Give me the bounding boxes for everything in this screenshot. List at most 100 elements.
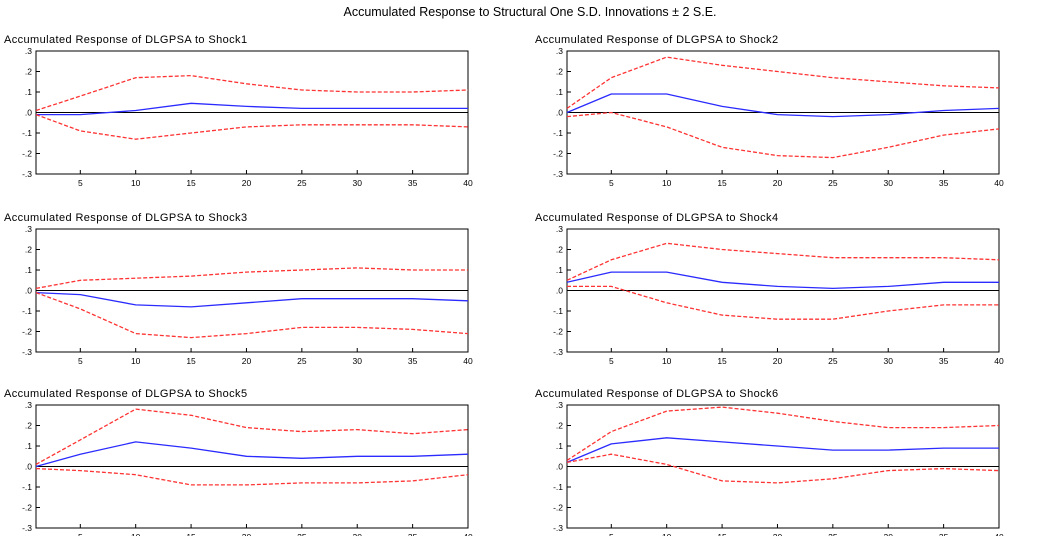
- panel-2-ytick-label: .3: [556, 46, 563, 56]
- panel-3-xtick-label: 15: [186, 356, 196, 366]
- panel-4-ytick-label: -.3: [553, 347, 563, 357]
- panel-5-upper-line: [35, 408, 469, 465]
- panel-2-ytick-label: -.2: [553, 149, 563, 159]
- panel-6-xtick-label: 20: [773, 532, 783, 536]
- panel-1-xtick-label: 25: [297, 178, 307, 188]
- panels-container: Accumulated Response of DLGPSA to Shock1…: [4, 34, 1004, 536]
- panel-5-lower-line: [35, 467, 469, 486]
- panel-4-xtick-label: 5: [609, 356, 614, 366]
- panel-6-ytick-label: -.2: [553, 503, 563, 513]
- panel-5-ytick-label: .2: [25, 421, 32, 431]
- panel-6-xtick-label: 30: [883, 532, 893, 536]
- panel-2-response-line: [566, 93, 1000, 118]
- panel-1-lower-line: [35, 113, 469, 140]
- panel-4-ytick-label: .1: [556, 265, 563, 275]
- panel-6-xtick-label: 10: [662, 532, 672, 536]
- panel-5-xtick-label: 40: [463, 532, 473, 536]
- panel-4-upper-line: [566, 242, 1000, 281]
- panel-3-lower-line: [35, 291, 469, 339]
- panel-2-lower-line: [566, 111, 1000, 159]
- panel-4-xtick-label: 10: [662, 356, 672, 366]
- panel-3-response-line: [35, 291, 469, 308]
- panel-2-xtick-label: 15: [717, 178, 727, 188]
- panel-6-xtick-label: 35: [939, 532, 949, 536]
- panel-6-title: Accumulated Response of DLGPSA to Shock6: [535, 388, 778, 400]
- panel-4-xtick-label: 25: [828, 356, 838, 366]
- panel-5-ytick-label: -.2: [22, 503, 32, 513]
- panel-5-xtick-label: 15: [186, 532, 196, 536]
- panel-6-ytick-label: -.1: [553, 482, 563, 492]
- figure-title: Accumulated Response to Structural One S…: [343, 5, 716, 19]
- panel-4: Accumulated Response of DLGPSA to Shock4…: [535, 212, 1004, 366]
- panel-6-ytick-label: .1: [556, 441, 563, 451]
- panel-5-xtick-label: 35: [408, 532, 418, 536]
- panel-6-xtick-label: 40: [994, 532, 1004, 536]
- panel-3-ytick-label: .2: [25, 245, 32, 255]
- panel-1-ytick-label: -.1: [22, 128, 32, 138]
- panel-3-xtick-label: 35: [408, 356, 418, 366]
- panel-1-ytick-label: .2: [25, 67, 32, 77]
- panel-2-xtick-label: 10: [662, 178, 672, 188]
- panel-3-upper-line: [35, 267, 468, 290]
- panel-3-xtick-label: 40: [463, 356, 473, 366]
- panel-1-xtick-label: 20: [242, 178, 252, 188]
- panel-4-xtick-label: 30: [883, 356, 893, 366]
- panel-6: Accumulated Response of DLGPSA to Shock6…: [535, 388, 1004, 536]
- panel-4-xtick-label: 15: [717, 356, 727, 366]
- panel-1-xtick-label: 30: [352, 178, 362, 188]
- panel-5-ytick-label: .1: [25, 441, 32, 451]
- panel-4-lower-line: [567, 285, 999, 320]
- panel-6-xtick-label: 25: [828, 532, 838, 536]
- panel-4-ytick-label: .2: [556, 245, 563, 255]
- panel-4-title: Accumulated Response of DLGPSA to Shock4: [535, 212, 778, 224]
- panel-1-ytick-label: -.2: [22, 149, 32, 159]
- panel-2-ytick-label: -.3: [553, 169, 563, 179]
- panel-1-xtick-label: 10: [131, 178, 141, 188]
- panel-2-xtick-label: 20: [773, 178, 783, 188]
- panel-6-xtick-label: 15: [717, 532, 727, 536]
- panel-6-ytick-label: -.3: [553, 523, 563, 533]
- panel-5-xtick-label: 10: [131, 532, 141, 536]
- panel-5-ytick-label: .3: [25, 400, 32, 410]
- panel-4-ytick-label: .0: [556, 286, 563, 296]
- panel-2-title: Accumulated Response of DLGPSA to Shock2: [535, 34, 778, 46]
- panel-1-upper-line: [35, 74, 469, 112]
- panel-3-xtick-label: 5: [78, 356, 83, 366]
- panel-6-lower-line: [566, 453, 1000, 484]
- panel-2-ytick-label: .0: [556, 108, 563, 118]
- panel-2-xtick-label: 40: [994, 178, 1004, 188]
- panel-4-xtick-label: 35: [939, 356, 949, 366]
- panel-6-ytick-label: .3: [556, 400, 563, 410]
- panel-5-xtick-label: 5: [78, 532, 83, 536]
- panel-1-ytick-label: .3: [25, 46, 32, 56]
- panel-1-title: Accumulated Response of DLGPSA to Shock1: [4, 34, 247, 46]
- panel-5-xtick-label: 20: [242, 532, 252, 536]
- panel-2-xtick-label: 5: [609, 178, 614, 188]
- panel-3-xtick-label: 20: [242, 356, 252, 366]
- panel-5-title: Accumulated Response of DLGPSA to Shock5: [4, 388, 247, 400]
- panel-1-ytick-label: .1: [25, 87, 32, 97]
- panel-2-ytick-label: .2: [556, 67, 563, 77]
- panel-1-xtick-label: 5: [78, 178, 83, 188]
- panel-1: Accumulated Response of DLGPSA to Shock1…: [4, 34, 473, 188]
- panel-6-ytick-label: .2: [556, 421, 563, 431]
- panel-6-xtick-label: 5: [609, 532, 614, 536]
- panel-3-xtick-label: 25: [297, 356, 307, 366]
- panel-2-xtick-label: 25: [828, 178, 838, 188]
- panel-2: Accumulated Response of DLGPSA to Shock2…: [535, 34, 1004, 188]
- panel-5-ytick-label: .0: [25, 462, 32, 472]
- panel-4-ytick-label: -.1: [553, 306, 563, 316]
- panel-2-ytick-label: -.1: [553, 128, 563, 138]
- panel-3-ytick-label: .1: [25, 265, 32, 275]
- panel-3: Accumulated Response of DLGPSA to Shock3…: [4, 212, 473, 366]
- panel-1-xtick-label: 35: [408, 178, 418, 188]
- panel-5-response-line: [35, 441, 469, 468]
- panel-4-ytick-label: .3: [556, 224, 563, 234]
- panel-3-title: Accumulated Response of DLGPSA to Shock3: [4, 212, 247, 224]
- panel-5-xtick-label: 25: [297, 532, 307, 536]
- panel-5-ytick-label: -.3: [22, 523, 32, 533]
- panel-2-upper-line: [566, 56, 1000, 109]
- panel-4-xtick-label: 40: [994, 356, 1004, 366]
- panel-5: Accumulated Response of DLGPSA to Shock5…: [4, 388, 473, 536]
- panel-2-xtick-label: 35: [939, 178, 949, 188]
